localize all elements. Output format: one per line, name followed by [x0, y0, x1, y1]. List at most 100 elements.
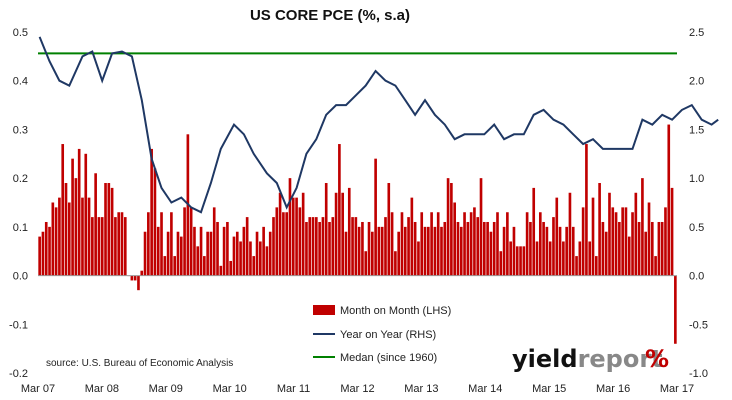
- mom-bar: [87, 197, 91, 276]
- mom-bar: [120, 212, 124, 276]
- mom-bar: [403, 226, 407, 276]
- x-tick-label: Mar 07: [21, 383, 55, 395]
- mom-bar: [394, 251, 397, 276]
- mom-bar: [548, 241, 552, 276]
- mom-bar: [305, 221, 308, 276]
- mom-bar: [351, 217, 354, 276]
- x-tick-label: Mar 16: [596, 383, 630, 395]
- x-tick-label: Mar 08: [85, 383, 119, 395]
- legend-label-median: Medan (since 1960): [340, 352, 437, 364]
- legend-label-mom: Month on Month (LHS): [340, 305, 451, 317]
- mom-bar: [249, 241, 252, 276]
- mom-bar: [97, 217, 101, 276]
- mom-bar: [318, 221, 321, 276]
- mom-bar: [604, 231, 608, 276]
- mom-bar: [301, 192, 305, 276]
- left-axis: -0.2 -0.1 0.0 0.1 0.2 0.3 0.4 0.5: [9, 27, 28, 380]
- left-tick-label: -0.2: [9, 368, 28, 380]
- x-tick-label: Mar 17: [660, 383, 694, 395]
- mom-bar: [588, 241, 592, 276]
- mom-bar: [324, 183, 328, 276]
- yoy-line: [38, 36, 719, 214]
- mom-bar: [453, 202, 456, 276]
- mom-bar: [578, 241, 582, 276]
- mom-bar: [466, 221, 470, 276]
- mom-bar: [272, 217, 275, 276]
- mom-bar: [618, 221, 621, 276]
- right-tick-label: 2.5: [689, 27, 704, 39]
- mom-bar: [624, 207, 628, 276]
- mom-bar: [427, 226, 430, 276]
- mom-bar: [166, 231, 170, 276]
- mom-bar: [100, 217, 104, 276]
- logo-wordmark: yieldreport: [512, 345, 663, 373]
- mom-bar: [482, 221, 486, 276]
- mom-bar: [594, 256, 598, 276]
- mom-bar: [143, 231, 147, 276]
- mom-bar: [133, 275, 137, 281]
- mom-bar: [150, 148, 153, 276]
- mom-bar: [512, 226, 516, 276]
- mom-bar: [137, 275, 140, 291]
- mom-bar: [509, 241, 512, 276]
- mom-bar: [456, 221, 460, 276]
- mom-bar: [64, 183, 68, 276]
- mom-bar: [377, 226, 381, 276]
- mom-bar: [67, 202, 71, 276]
- mom-bar: [331, 217, 335, 276]
- mom-bar: [291, 197, 295, 276]
- line-series: [38, 36, 719, 214]
- mom-bar: [529, 221, 532, 276]
- mom-bar: [41, 231, 45, 276]
- x-axis: Mar 07 Mar 08 Mar 09 Mar 10 Mar 11 Mar 12 Mar …: [21, 275, 694, 395]
- mom-bar: [499, 251, 503, 276]
- right-axis: -1.0 -0.5 0.0 0.5 1.0 1.5 2.0 2.5: [689, 27, 708, 380]
- mom-bar: [611, 207, 615, 276]
- mom-bar: [160, 212, 163, 276]
- left-tick-label: 0.0: [13, 271, 28, 283]
- mom-bar: [571, 226, 575, 276]
- legend-label-yoy: Year on Year (RHS): [340, 329, 436, 341]
- mom-bar: [423, 226, 427, 276]
- mom-bar: [387, 183, 391, 276]
- mom-bar: [591, 197, 595, 276]
- mom-bar: [311, 217, 315, 276]
- mom-bar: [367, 221, 371, 276]
- mom-bar: [397, 231, 400, 276]
- mom-bar: [278, 192, 282, 276]
- source-note: source: U.S. Bureau of Economic Analysis: [46, 358, 233, 369]
- mom-bar: [140, 270, 144, 276]
- mom-bar: [479, 178, 483, 276]
- mom-bar: [183, 207, 186, 276]
- mom-bar: [153, 168, 157, 276]
- mom-bar: [173, 256, 177, 276]
- mom-bar: [265, 246, 269, 276]
- mom-bar: [473, 207, 476, 276]
- mom-bar: [232, 236, 236, 276]
- x-tick-label: Mar 13: [404, 383, 438, 395]
- mom-bar: [341, 192, 344, 276]
- mom-bar: [647, 202, 651, 276]
- mom-bar: [104, 183, 107, 276]
- mom-bar: [176, 231, 180, 276]
- mom-bar: [81, 197, 84, 276]
- mom-bar: [644, 231, 648, 276]
- mom-bar: [585, 144, 588, 276]
- mom-bar: [400, 212, 404, 276]
- mom-bar: [496, 212, 499, 276]
- mom-bar: [575, 256, 578, 276]
- left-tick-label: 0.1: [13, 222, 28, 234]
- x-tick-label: Mar 11: [277, 383, 310, 395]
- mom-bar: [489, 231, 493, 276]
- mom-bar: [156, 226, 160, 276]
- mom-bar: [58, 197, 61, 276]
- mom-bar: [667, 124, 671, 276]
- mom-bar: [285, 212, 289, 276]
- mom-bar: [252, 256, 256, 276]
- mom-bar: [219, 265, 223, 276]
- x-tick-label: Mar 10: [213, 383, 247, 395]
- left-tick-label: 0.2: [13, 173, 28, 185]
- mom-bar: [542, 221, 545, 276]
- mom-bar: [384, 217, 387, 276]
